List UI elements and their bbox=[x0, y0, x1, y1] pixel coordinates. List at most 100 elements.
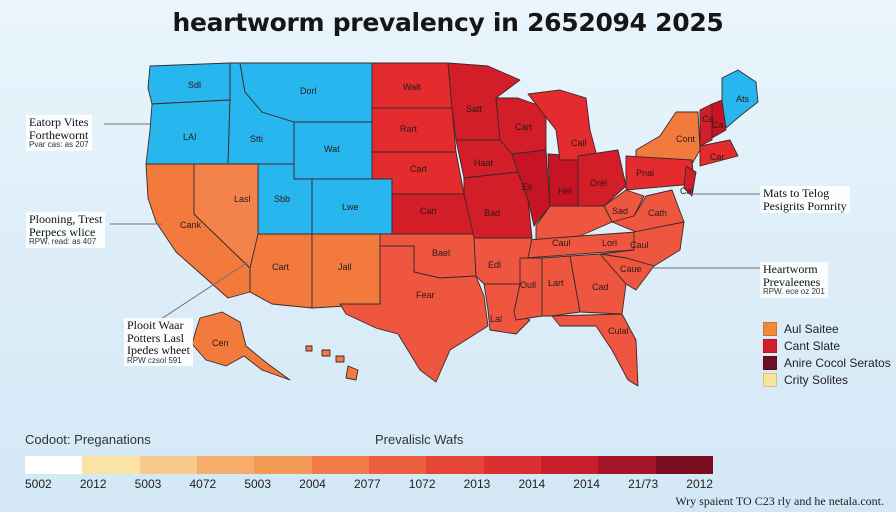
scale-ticks: 5002 2012 5003 4072 5003 2004 2077 1072 … bbox=[25, 477, 713, 491]
label-nc: Caul bbox=[630, 240, 649, 250]
scale-tick: 2013 bbox=[463, 477, 491, 491]
label-la: Lal bbox=[490, 314, 502, 324]
legend-label: Crity Solites bbox=[784, 373, 849, 387]
label-wy: Wat bbox=[324, 144, 340, 154]
legend-label: Cant Slate bbox=[784, 339, 841, 353]
scale-segment bbox=[139, 456, 197, 474]
scale-tick: 2012 bbox=[79, 477, 107, 491]
label-nm: Jall bbox=[338, 262, 352, 272]
scale-segment bbox=[426, 456, 484, 474]
state-vt[interactable] bbox=[699, 103, 713, 147]
label-wi: Cart bbox=[515, 122, 533, 132]
state-hi-1 bbox=[305, 345, 313, 352]
scale-segment bbox=[82, 456, 140, 474]
callout-southeast: Heartworm Prevaleenes RPW. ece oz 201 bbox=[760, 262, 828, 298]
label-nh: Ca bbox=[712, 120, 724, 130]
callout-east: Mats to Telog Pesigrits Pornrity bbox=[760, 186, 850, 214]
state-hi-2 bbox=[321, 349, 331, 357]
scale-tick: 2014 bbox=[518, 477, 546, 491]
scale-segment bbox=[254, 456, 312, 474]
callout-alaska: Plooit Waar Potters Lasl Ipedes wheet RP… bbox=[124, 318, 193, 367]
scale-segment bbox=[368, 456, 427, 474]
legend-item: Anire Cocol Seratos bbox=[763, 355, 891, 371]
state-ak[interactable] bbox=[191, 311, 291, 381]
callout-northwest: Eatorp Vites Forthewornt Pvar cas: as 20… bbox=[26, 115, 92, 151]
state-tx[interactable] bbox=[339, 245, 489, 383]
label-vt: Ca bbox=[702, 114, 714, 124]
label-mi: Call bbox=[571, 138, 587, 148]
label-id: Stti bbox=[250, 134, 263, 144]
label-co: Lwe bbox=[342, 202, 359, 212]
state-hi-4 bbox=[345, 365, 359, 381]
state-al[interactable] bbox=[541, 255, 581, 317]
scale-tick: 2004 bbox=[299, 477, 326, 491]
scale-tick: 2014 bbox=[573, 477, 600, 491]
state-hi-3 bbox=[335, 355, 345, 363]
label-sd: Rart bbox=[400, 124, 418, 134]
label-ga: Cad bbox=[592, 282, 609, 292]
label-wa: Sdl bbox=[188, 80, 201, 90]
scale-tick: 5003 bbox=[244, 477, 272, 491]
scale-segment bbox=[655, 456, 713, 474]
state-sc[interactable] bbox=[599, 253, 655, 291]
label-ar: Edl bbox=[488, 260, 501, 270]
label-al: Lart bbox=[548, 278, 564, 288]
label-sc: Caue bbox=[620, 264, 642, 274]
label-ny: Cont bbox=[676, 134, 696, 144]
states-layer bbox=[145, 62, 759, 387]
scale-segment bbox=[483, 456, 541, 474]
state-nh[interactable] bbox=[711, 99, 727, 139]
scale-left-label: Codoot: Preganations bbox=[25, 432, 151, 447]
map-title: heartworm prevalency in 2652094 2025 bbox=[172, 8, 724, 37]
label-az: Cart bbox=[272, 262, 290, 272]
label-ks: Carl bbox=[420, 206, 437, 216]
label-ia: Haat bbox=[474, 158, 494, 168]
scale-segment bbox=[25, 456, 83, 474]
state-nj[interactable] bbox=[683, 165, 697, 197]
state-mi[interactable] bbox=[527, 89, 599, 161]
label-ky: Caul bbox=[552, 238, 571, 248]
label-nj: Cal bbox=[680, 186, 694, 196]
label-in: Hel bbox=[558, 186, 572, 196]
state-il[interactable] bbox=[511, 149, 551, 227]
label-ct: Car bbox=[710, 152, 725, 162]
label-or: LAI bbox=[183, 132, 197, 142]
state-ga[interactable] bbox=[569, 253, 627, 315]
label-mt: Dorl bbox=[300, 86, 317, 96]
state-ma-ct[interactable] bbox=[699, 139, 739, 167]
legend-item: Aul Saitee bbox=[763, 321, 891, 337]
label-va: Cath bbox=[648, 208, 667, 218]
label-oh: Orel bbox=[590, 178, 607, 188]
callout-west: Plooning, Trest Perpecs wlice RPW. read:… bbox=[26, 212, 106, 248]
scale-tick: 5003 bbox=[134, 477, 162, 491]
scale-center-label: Prevalislc Wafs bbox=[375, 432, 464, 447]
state-in[interactable] bbox=[547, 153, 579, 207]
label-mo: Bad bbox=[484, 208, 500, 218]
footer-note: Wry spaient TO C23 rly and he netala.con… bbox=[675, 494, 884, 508]
scale-segment bbox=[598, 456, 656, 474]
label-ms: Oull bbox=[520, 280, 536, 290]
legend-label: Aul Saitee bbox=[784, 322, 839, 336]
legend-swatch bbox=[763, 322, 777, 336]
state-fl[interactable] bbox=[551, 313, 639, 387]
legend-swatch bbox=[763, 339, 777, 353]
label-nv: Lasl bbox=[234, 194, 251, 204]
label-ca: Cank bbox=[180, 220, 202, 230]
scale-tick: 5002 bbox=[25, 477, 52, 491]
color-scale-bar bbox=[25, 456, 713, 474]
scale-tick: 1072 bbox=[408, 477, 436, 491]
label-ut: Sbb bbox=[274, 194, 290, 204]
label-tx: Fear bbox=[416, 290, 435, 300]
scale-segment bbox=[196, 456, 255, 474]
label-ok: Bael bbox=[432, 248, 450, 258]
legend-item: Cant Slate bbox=[763, 338, 891, 354]
label-tn: Lorl bbox=[602, 238, 617, 248]
label-ak: Cen bbox=[212, 338, 229, 348]
scale-tick: 21/73 bbox=[628, 477, 659, 491]
state-oh[interactable] bbox=[577, 149, 627, 207]
legend-swatch bbox=[763, 356, 777, 370]
label-me: Ats bbox=[736, 94, 750, 104]
state-labels: Sdl Dorl Walt Satt Ats LAI Stti Wat Rart… bbox=[180, 80, 750, 348]
legend-swatch bbox=[763, 373, 777, 387]
legend-label: Anire Cocol Seratos bbox=[784, 356, 891, 370]
